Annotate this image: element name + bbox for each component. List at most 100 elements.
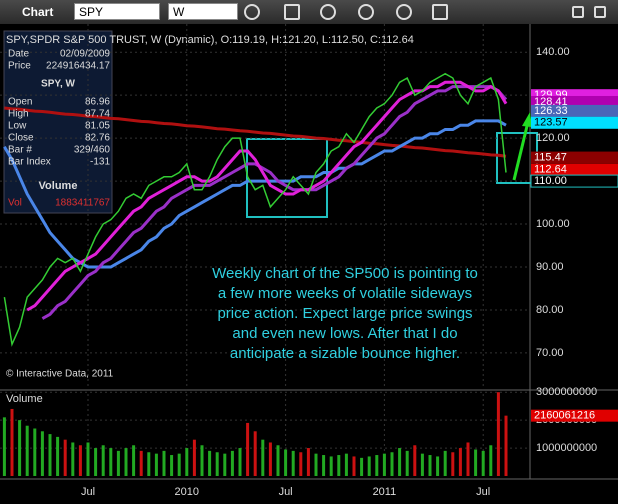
volume-bar	[10, 408, 14, 476]
info-value: 329/460	[74, 145, 111, 156]
volume-bar	[299, 452, 303, 476]
volume-bar	[33, 428, 37, 476]
chart: SPY,SPDR S&P 500 TRUST, W (Dynamic), O:1…	[0, 24, 618, 504]
y-tick-label: 120.00	[536, 132, 570, 144]
clock-button[interactable]	[244, 4, 260, 20]
info-label: Bar #	[8, 145, 32, 156]
volume-bar	[344, 453, 348, 476]
volume-bar	[253, 431, 257, 476]
play-button[interactable]	[358, 4, 374, 20]
draw-button[interactable]	[284, 4, 300, 20]
volume-tag-label: 2160061216	[534, 410, 595, 422]
info-value: 86.96	[85, 97, 110, 108]
price-tag-label: 128.41	[534, 96, 568, 108]
price-tag-label: 115.47	[534, 151, 567, 163]
price-tag-label: 110.00	[534, 175, 567, 187]
annotation: price action. Expect large price swings	[217, 305, 472, 322]
y-tick-label: 70.00	[536, 347, 564, 359]
info-title: SPY, W	[41, 79, 75, 90]
volume-bar	[496, 392, 500, 476]
volume-bar	[63, 439, 67, 476]
annotation: anticipate a sizable bounce higher.	[230, 345, 460, 362]
volume-bar	[162, 450, 166, 476]
info-value: 82.76	[85, 133, 110, 144]
volume-bar	[481, 450, 485, 476]
close-button[interactable]	[594, 6, 606, 18]
volume-bar	[246, 422, 250, 476]
symbol-input[interactable]: SPY	[74, 3, 160, 20]
x-tick-label: Jul	[81, 486, 95, 498]
y-tick-label: 80.00	[536, 304, 564, 316]
volume-tick-label: 3000000000	[536, 386, 597, 398]
annotation: a few more weeks of volatile sideways	[218, 285, 472, 302]
info-label: Open	[8, 97, 32, 108]
volume-title: Volume	[6, 393, 43, 405]
x-tick-label: 2010	[175, 486, 199, 498]
volume-bar	[109, 448, 113, 476]
volume-bar	[215, 452, 219, 476]
price-line	[3, 72, 507, 347]
x-tick-label: Jul	[476, 486, 490, 498]
refresh-button[interactable]	[320, 4, 336, 20]
volume-bar	[86, 442, 90, 476]
volume-bar	[238, 448, 242, 476]
info-label: Price	[8, 61, 31, 72]
volume-bar	[474, 449, 478, 476]
volume-bar	[18, 420, 22, 476]
volume-bar	[322, 455, 326, 476]
volume-bar	[94, 448, 98, 476]
restore-button[interactable]	[572, 6, 584, 18]
volume-bar	[443, 450, 447, 476]
volume-bar	[489, 445, 493, 476]
y-tick-label: 140.00	[536, 46, 570, 58]
volume-bar	[78, 445, 82, 476]
volume-bar	[56, 436, 60, 476]
volume-bar	[367, 456, 371, 476]
info-value: 02/09/2009	[60, 49, 110, 60]
info-label: Date	[8, 49, 30, 60]
volume-bar	[284, 449, 288, 476]
volume-bar	[154, 453, 158, 476]
volume-bar	[466, 442, 470, 476]
volume-bar	[2, 417, 6, 476]
volume-tick-label: 1000000000	[536, 442, 597, 454]
volume-bar	[451, 452, 455, 476]
volume-bar	[124, 448, 128, 476]
volume-bar	[200, 445, 204, 476]
info-label: High	[8, 109, 29, 120]
volume-bar	[261, 439, 265, 476]
y-tick-label: 100.00	[536, 218, 570, 230]
volume-bar	[101, 445, 105, 476]
x-tick-label: Jul	[279, 486, 293, 498]
copyright: © Interactive Data, 2011	[6, 369, 114, 380]
volume-bar	[375, 455, 379, 476]
volume-bar	[382, 453, 386, 476]
volume-bar	[420, 453, 424, 476]
volume-bar	[170, 455, 174, 476]
moving-average	[41, 85, 508, 320]
toolbar: Chart SPY W	[0, 0, 618, 24]
info-label: Vol	[8, 198, 22, 209]
arrow	[512, 121, 530, 181]
chart-header: SPY,SPDR S&P 500 TRUST, W (Dynamic), O:1…	[6, 34, 414, 46]
volume-bar	[352, 456, 356, 476]
settings-button[interactable]	[396, 4, 412, 20]
info-value: -131	[90, 157, 110, 168]
price-tag-label: 112.64	[534, 164, 567, 176]
volume-bar	[223, 453, 227, 476]
annotation: and even new lows. After that I do	[232, 325, 457, 342]
price-tag-label: 123.57	[534, 117, 568, 129]
tools-button[interactable]	[432, 4, 448, 20]
volume-bar	[147, 452, 151, 476]
volume-bar	[329, 456, 333, 476]
interval-select[interactable]: W	[168, 3, 238, 20]
volume-bar	[405, 450, 409, 476]
price-tag	[531, 151, 618, 164]
volume-bar	[504, 415, 508, 476]
price-tag	[530, 174, 618, 188]
volume-bar	[71, 442, 75, 476]
price-tag	[531, 116, 618, 129]
volume-bar	[268, 442, 272, 476]
x-tick-label: 2011	[373, 486, 397, 498]
volume-bar	[276, 445, 280, 476]
